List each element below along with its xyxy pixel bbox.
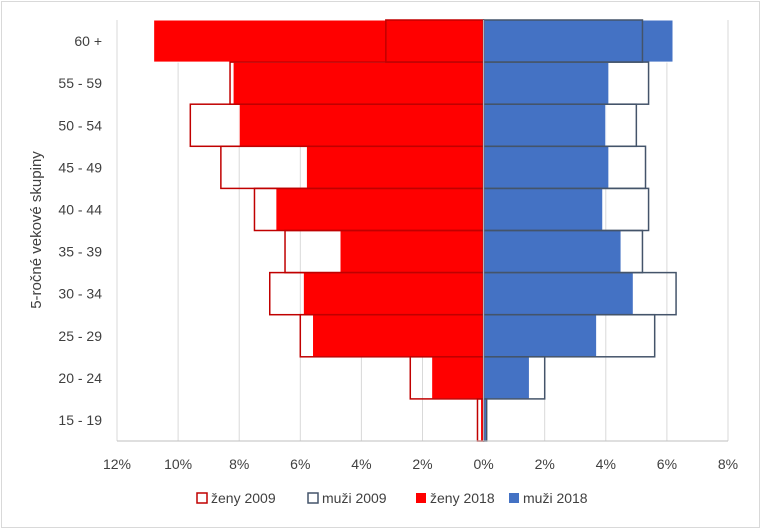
x-tick-label: 12% <box>103 456 131 472</box>
x-tick-label: 2% <box>535 456 555 472</box>
tick-labels: 12% 10% 8% 6% 4% 2% 0% 2% 4% 6% 8% 15 - 19 20 - 24 25… <box>58 33 738 472</box>
bar-left-ženy-2018-35-39 <box>339 230 485 274</box>
legend-swatch <box>196 492 208 504</box>
bar-left-ženy-2018-30-34 <box>302 272 485 316</box>
bar-right-muži-2018-50-54 <box>483 103 607 147</box>
x-tick-label: 4% <box>596 456 616 472</box>
bar-right-muži-2018-35-39 <box>483 230 622 274</box>
x-tick-label: 2% <box>412 456 432 472</box>
y-tick-label: 50 - 54 <box>58 117 102 133</box>
bar-left-ženy-2018-60+ <box>153 19 485 63</box>
y-tick-label: 30 - 34 <box>58 286 102 302</box>
bar-left-ženy-2018-55-59 <box>232 61 485 105</box>
bar-left-ženy-2018-50-54 <box>238 103 485 147</box>
legend-swatch <box>509 493 519 503</box>
y-tick-label: 40 - 44 <box>58 201 102 217</box>
bars <box>153 19 677 442</box>
y-tick-label: 15 - 19 <box>58 412 102 428</box>
legend-label: ženy 2018 <box>430 490 495 506</box>
bar-right-muži-2018-30-34 <box>483 272 634 316</box>
y-tick-label: 60 + <box>74 33 102 49</box>
x-tick-label: 6% <box>657 456 677 472</box>
legend-label: ženy 2009 <box>211 490 276 506</box>
y-tick-label: 35 - 39 <box>58 244 102 260</box>
legend-swatch <box>416 493 426 503</box>
bar-right-muži-2018-40-44 <box>483 187 604 231</box>
y-tick-label: 45 - 49 <box>58 159 102 175</box>
x-tick-label: 8% <box>718 456 738 472</box>
bar-right-muži-2018-25-29 <box>483 314 598 358</box>
bar-left-ženy-2018-20-24 <box>431 356 485 400</box>
bar-left-ženy-2018-40-44 <box>275 187 485 231</box>
x-tick-label: 6% <box>290 456 310 472</box>
y-axis-label: 5-ročné vekové skupiny <box>28 151 45 309</box>
y-tick-label: 55 - 59 <box>58 75 102 91</box>
bar-right-muži-2018-20-24 <box>483 356 530 400</box>
y-tick-label: 25 - 29 <box>58 328 102 344</box>
bar-left-ženy-2018-25-29 <box>312 314 485 358</box>
y-tick-label: 20 - 24 <box>58 370 102 386</box>
x-tick-label: 8% <box>229 456 249 472</box>
bar-right-muži-2018-60+ <box>483 19 674 63</box>
legend-label: muži 2018 <box>523 490 588 506</box>
axes <box>117 20 728 442</box>
x-tick-label: 4% <box>351 456 371 472</box>
x-tick-label: 0% <box>473 456 493 472</box>
bar-right-muži-2018-55-59 <box>483 61 610 105</box>
bar-right-muži-2018-45-49 <box>483 145 610 189</box>
bar-left-ženy-2018-45-49 <box>305 145 485 189</box>
legend-swatch <box>307 492 319 504</box>
legend-label: muži 2009 <box>322 490 387 506</box>
legend: ženy 2009 muži 2009 ženy 2018 muži 2018 <box>196 490 588 506</box>
x-tick-label: 10% <box>164 456 192 472</box>
